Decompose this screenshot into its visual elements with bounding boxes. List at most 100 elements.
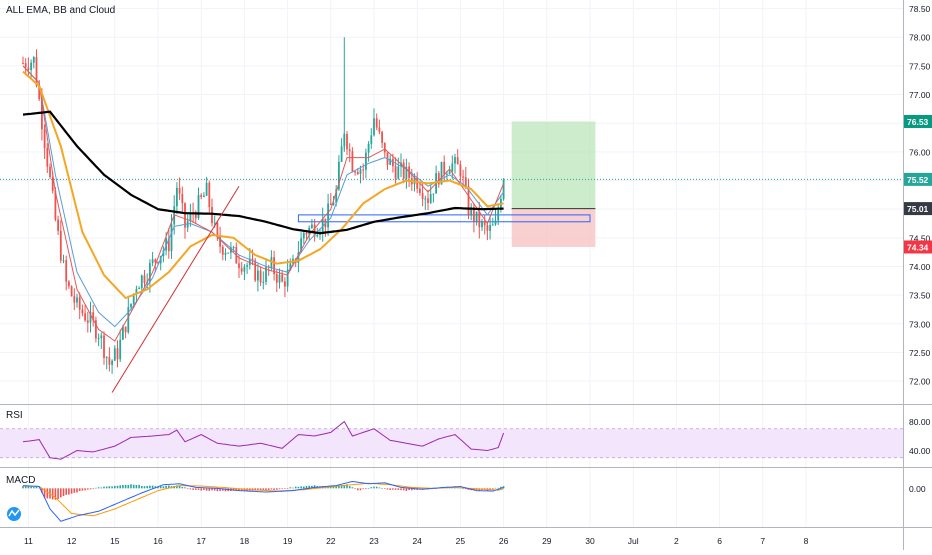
candle (383, 142, 386, 153)
rsi-line (22, 420, 505, 460)
candle (354, 171, 356, 173)
macd-bar (219, 488, 221, 492)
macd-bar (340, 485, 343, 489)
x-tick-label: 16 (153, 536, 163, 546)
candle (140, 275, 143, 289)
candle (251, 258, 254, 261)
x-tick-label: 22 (326, 536, 336, 546)
macd-bar (267, 488, 270, 491)
macd-bar (41, 488, 43, 493)
candle (278, 274, 281, 283)
macd-bar (238, 488, 240, 491)
macd-histogram (22, 484, 505, 500)
candle (351, 151, 354, 172)
candle (329, 203, 332, 205)
x-tick-label: 17 (196, 536, 206, 546)
candle (448, 171, 451, 174)
candle (84, 313, 86, 321)
candle (113, 348, 116, 361)
macd-bar (289, 487, 292, 489)
candle (68, 281, 70, 287)
macd-bar (51, 488, 54, 500)
candle (419, 188, 421, 194)
candle (375, 118, 378, 128)
candle (257, 270, 259, 281)
macd-bar (24, 486, 27, 489)
x-tick-label: 8 (804, 536, 809, 546)
macd-bar (232, 488, 235, 491)
candle (54, 190, 57, 220)
candle (429, 194, 432, 203)
macd-bar (81, 488, 84, 491)
candle (302, 232, 305, 239)
price-badge (904, 240, 932, 254)
macd-bar (278, 488, 281, 490)
candle (76, 297, 78, 303)
x-tick-label: 30 (585, 536, 595, 546)
candle (451, 163, 454, 172)
macd-bar (303, 486, 305, 489)
macd-bar (57, 488, 59, 500)
candle (464, 177, 467, 187)
candle (46, 148, 49, 167)
candle (273, 257, 275, 275)
candle (313, 224, 316, 237)
price-badge (904, 114, 932, 128)
tradingview-logo (7, 507, 21, 521)
ema-red-line (22, 65, 505, 342)
x-tick-label: 2 (674, 536, 679, 546)
macd-bar (365, 488, 367, 489)
macd-bar (346, 484, 348, 489)
rsi-label: RSI (6, 410, 23, 421)
candle (456, 157, 459, 165)
candle (440, 161, 443, 185)
macd-bar (494, 487, 497, 489)
macd-bar (130, 484, 132, 489)
candle (105, 357, 108, 359)
macd-bar (348, 486, 351, 489)
macd-bar (343, 485, 346, 489)
candle (254, 260, 257, 281)
macd-bar (157, 486, 159, 489)
candle (238, 263, 240, 269)
macd-bar (384, 488, 386, 489)
macd-bar (135, 484, 138, 489)
candle (338, 161, 340, 190)
macd-bar (122, 484, 124, 489)
candle (149, 263, 151, 283)
macd-bar (235, 488, 238, 491)
macd-bar (478, 488, 481, 491)
macd-bar (465, 488, 467, 490)
candle (284, 281, 286, 287)
macd-bar (89, 488, 92, 490)
macd-bar (114, 485, 116, 489)
macd-bar (76, 488, 78, 493)
macd-bar (259, 488, 262, 491)
y-tick-label: 72.00 (909, 377, 931, 387)
candle (346, 134, 348, 150)
macd-bar (186, 488, 189, 489)
macd-bar (165, 485, 167, 489)
candle (491, 224, 494, 226)
candle (119, 339, 122, 360)
macd-bar (362, 488, 364, 490)
macd-bar (211, 488, 213, 491)
macd-bar (203, 488, 205, 491)
macd-bar (168, 485, 170, 489)
macd-bar (176, 485, 178, 489)
macd-bar (149, 485, 151, 489)
candle (95, 320, 97, 339)
candle (489, 225, 491, 231)
macd-bar (205, 488, 208, 491)
macd-line (22, 480, 504, 522)
candle (189, 212, 192, 221)
candle (421, 193, 424, 200)
candle (332, 202, 335, 205)
macd-bar (132, 484, 135, 489)
candle (281, 274, 284, 282)
candle (300, 238, 302, 253)
macd-bar (103, 486, 105, 489)
candle (356, 171, 359, 174)
macd-bar (292, 487, 294, 489)
